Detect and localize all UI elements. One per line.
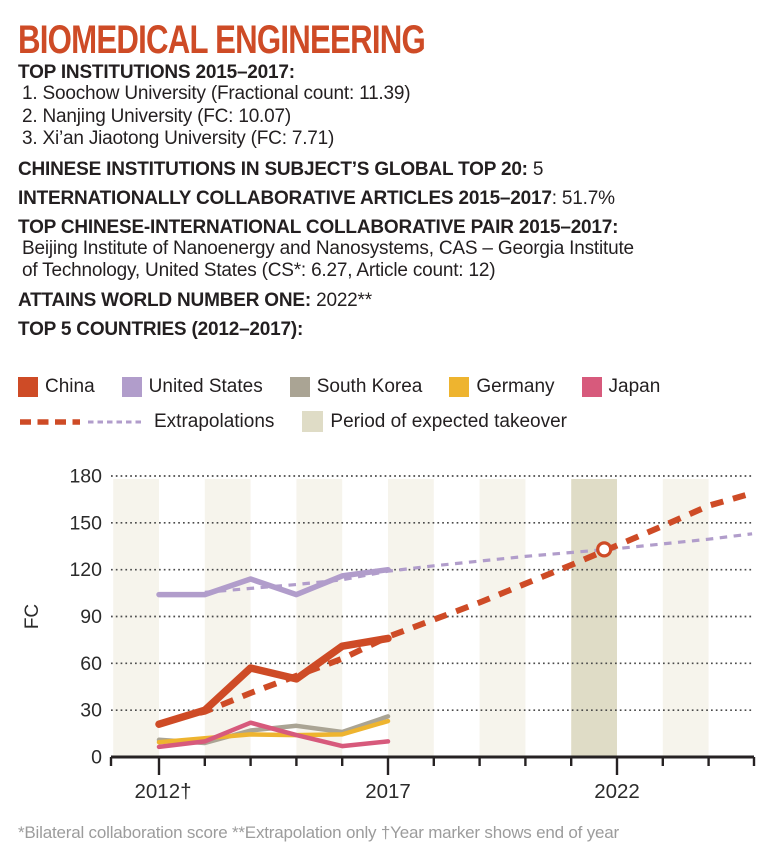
stat-value: 5 [527, 158, 544, 180]
extrapolations-label: Extrapolations [154, 410, 275, 432]
stat-label: TOP CHINESE-INTERNATIONAL COLLABORATIVE … [18, 216, 619, 238]
footnote: *Bilateral collaboration score **Extrapo… [18, 822, 619, 842]
series-china [155, 634, 392, 728]
stat-text-line: Beijing Institute of Nanoenergy and Nano… [22, 237, 634, 259]
top5-countries-chart: 0 30 60 90 120 150 180 2012† 2017 2022 FC [22, 465, 756, 803]
stat-row: ATTAINS WORLD NUMBER ONE: 2022** [18, 290, 755, 311]
year-band [113, 478, 159, 757]
series-germany [156, 718, 391, 744]
takeover-point-marker [596, 540, 613, 557]
legend-swatch [289, 376, 310, 397]
y-tick-label-0: 0 [91, 746, 102, 768]
legend-item-japan: Japan [581, 375, 661, 398]
y-tick-label-150: 150 [69, 512, 102, 534]
legend-swatch [18, 376, 38, 397]
legend-label: South Korea [316, 375, 423, 397]
year-band [388, 478, 434, 757]
y-tick-label-120: 120 [69, 559, 102, 581]
institution-list: 1. Soochow University (Fractional count:… [18, 83, 755, 151]
stat-text-line: of Technology, United States (CS*: 6.27,… [22, 259, 496, 281]
x-tick-label-2012: 2012† [134, 780, 191, 803]
takeover-label: Period of expected takeover [330, 410, 567, 432]
country-legend: China United States South Korea Germany Japa… [18, 376, 755, 398]
stat-label: TOP INSTITUTIONS 2015–2017: [18, 62, 295, 83]
takeover-swatch [302, 411, 324, 432]
legend-label: China [45, 375, 95, 397]
stat-value: : 51.7% [551, 187, 615, 209]
stat-value: 2022** [311, 289, 372, 311]
extrapolation-dashes-icon [18, 417, 145, 427]
legend-swatch [449, 376, 470, 397]
y-tick-label-30: 30 [80, 699, 102, 721]
y-axis-label: FC [22, 603, 43, 628]
series-japan [156, 719, 391, 749]
chart-area: 0 30 60 90 120 150 180 2012† 2017 2022 FC [18, 449, 756, 819]
stat-row: TOP 5 COUNTRIES (2012–2017): [18, 319, 755, 340]
legend-item-united-states: United States [121, 375, 263, 398]
x-tick-label-2022: 2022 [594, 780, 640, 803]
extrapolation-legend: Extrapolations Period of expected takeov… [18, 411, 755, 433]
legend-item-south-korea: South Korea [289, 375, 423, 398]
year-band [204, 478, 251, 757]
x-tick-label-2017: 2017 [365, 780, 411, 803]
list-item: 2. Nanjing University (FC: 10.07) [22, 105, 292, 127]
stat-label: ATTAINS WORLD NUMBER ONE: [18, 289, 311, 311]
stats-block: TOP INSTITUTIONS 2015–2017: 1. Soochow Un… [18, 62, 755, 340]
list-item: 3. Xi’an Jiaotong University (FC: 7.71) [22, 128, 335, 149]
stat-label: INTERNATIONALLY COLLABORATIVE ARTICLES 2… [18, 187, 552, 209]
legend-item-germany: Germany [449, 375, 555, 398]
legend-swatch [581, 376, 602, 397]
year-band [479, 478, 526, 757]
legend-item-china: China [18, 376, 95, 398]
series-china-extrapolation [176, 489, 753, 721]
series-united-states [156, 566, 391, 597]
collaborative-pair: Beijing Institute of Nanoenergy and Nano… [18, 238, 755, 282]
y-tick-label-180: 180 [69, 465, 102, 487]
y-tick-label-90: 90 [80, 606, 102, 628]
legend-label: Germany [476, 375, 555, 397]
stat-label: TOP 5 COUNTRIES (2012–2017): [18, 318, 304, 340]
stat-label: CHINESE INSTITUTIONS IN SUBJECT’S GLOBAL… [18, 158, 528, 180]
stat-row: INTERNATIONALLY COLLABORATIVE ARTICLES 2… [18, 188, 755, 209]
y-tick-label-60: 60 [80, 652, 102, 674]
list-item: 1. Soochow University (Fractional count:… [22, 83, 411, 104]
legend-label: Japan [608, 375, 661, 397]
legend-label: United States [148, 375, 263, 397]
legend-swatch [121, 376, 142, 397]
year-band [296, 478, 343, 757]
stat-row: CHINESE INSTITUTIONS IN SUBJECT’S GLOBAL… [18, 159, 755, 180]
page-title: BIOMEDICAL ENGINEERING [18, 18, 426, 62]
takeover-band [571, 478, 617, 757]
